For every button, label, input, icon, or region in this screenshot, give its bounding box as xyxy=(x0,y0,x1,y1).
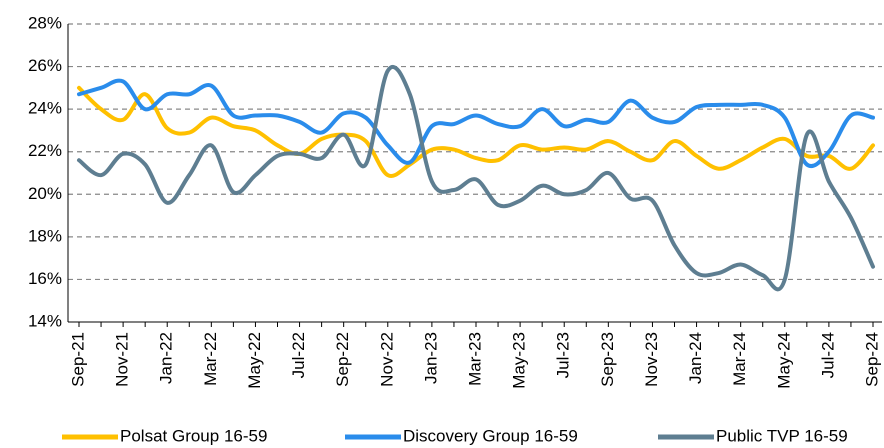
x-tick-label: Mar-23 xyxy=(465,332,484,386)
line-series xyxy=(77,64,875,292)
legend-label: Discovery Group 16-59 xyxy=(403,426,578,445)
y-tick-label: 18% xyxy=(28,226,62,245)
y-tick-label: 20% xyxy=(28,184,62,203)
x-tick-label: Jul-23 xyxy=(554,332,573,378)
y-tick-label: 28% xyxy=(28,13,62,32)
y-tick-label: 26% xyxy=(28,56,62,75)
y-tick-label: 22% xyxy=(28,141,62,160)
x-tick-label: Nov-21 xyxy=(113,332,132,387)
y-tick-label: 16% xyxy=(28,269,62,288)
x-tick-label: Jul-22 xyxy=(289,332,308,378)
legend-label: Polsat Group 16-59 xyxy=(120,426,267,445)
x-tick-label: Nov-22 xyxy=(377,332,396,387)
x-tick-label: Sep-22 xyxy=(333,332,352,387)
line-series xyxy=(77,78,875,169)
x-tick-label: Jan-23 xyxy=(421,332,440,384)
legend-label: Public TVP 16-59 xyxy=(716,426,848,445)
x-tick-label: May-22 xyxy=(245,332,264,389)
x-tick-label: Jan-24 xyxy=(686,332,705,384)
x-tick-label: Jul-24 xyxy=(818,332,837,378)
x-tick-label: Mar-24 xyxy=(730,332,749,386)
x-tick-label: Jan-22 xyxy=(157,332,176,384)
y-tick-label: 14% xyxy=(28,311,62,330)
x-tick-label: Mar-22 xyxy=(201,332,220,386)
x-tick-label: May-23 xyxy=(510,332,529,389)
x-tick-label: Sep-21 xyxy=(68,332,87,387)
y-tick-label: 24% xyxy=(28,99,62,118)
x-tick-label: Sep-24 xyxy=(862,332,881,387)
x-tick-label: Sep-23 xyxy=(598,332,617,387)
x-tick-label: Nov-23 xyxy=(642,332,661,387)
x-tick-label: May-24 xyxy=(774,332,793,389)
line-series xyxy=(77,85,875,178)
